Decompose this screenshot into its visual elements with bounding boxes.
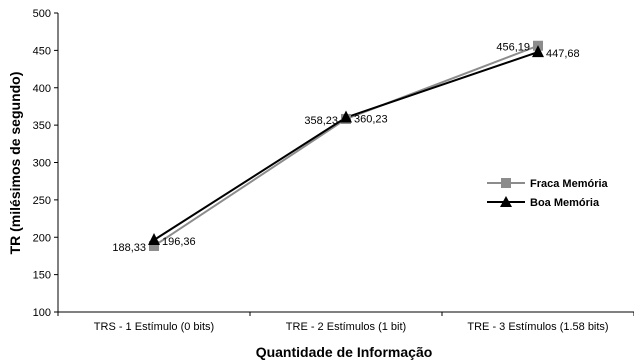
y-tick-label: 500 <box>33 8 51 20</box>
y-tick-labels: 100 150 200 250 300 350 400 450 500 <box>33 8 51 319</box>
data-point-triangle <box>340 110 352 123</box>
data-point-square <box>149 240 159 251</box>
y-tick-label: 300 <box>33 158 51 170</box>
y-tick-label: 250 <box>33 195 51 207</box>
legend-item-fraca: Fraca Memória <box>487 178 609 190</box>
series-line-boa <box>153 51 539 241</box>
x-tick-label: TRS - 1 Estímulo (0 bits) <box>94 321 214 333</box>
y-tick-label: 350 <box>33 120 51 132</box>
x-tick-label: TRE - 2 Estímulos (1 bit) <box>286 321 406 333</box>
y-tick-label: 200 <box>33 232 51 244</box>
y-tick-label: 400 <box>33 83 51 95</box>
data-point-triangle <box>148 232 160 245</box>
series-line-fraca <box>153 44 539 247</box>
y-tick-label: 150 <box>33 270 51 282</box>
data-label: 360,23 <box>354 113 388 125</box>
x-axis-title: Quantidade de Informação <box>256 344 433 360</box>
series-lines <box>148 40 544 251</box>
legend-label-boa: Boa Memória <box>530 197 600 209</box>
data-point-triangle <box>532 45 544 58</box>
y-axis-title: TR (milésimos de segundo) <box>7 72 23 255</box>
legend: Fraca Memória Boa Memória <box>487 178 609 209</box>
y-tick-label: 100 <box>33 307 51 319</box>
legend-item-boa: Boa Memória <box>487 196 600 209</box>
data-label: 447,68 <box>546 48 580 60</box>
x-tick-labels: TRS - 1 Estímulo (0 bits) TRE - 2 Estímul… <box>94 321 609 333</box>
x-tick-label: TRE - 3 Estímulos (1.58 bits) <box>467 321 608 333</box>
y-tick-label: 450 <box>33 45 51 57</box>
legend-label-fraca: Fraca Memória <box>530 178 609 190</box>
data-label: 188,33 <box>112 242 146 254</box>
axes <box>54 12 634 316</box>
data-label: 456,19 <box>496 42 530 54</box>
data-label: 196,36 <box>162 236 196 248</box>
legend-marker-square <box>501 178 511 188</box>
legend-marker-triangle <box>500 196 512 207</box>
data-labels: 188,33 358,23 456,19 196,36 360,23 447,68 <box>112 42 579 254</box>
data-label: 358,23 <box>304 115 338 127</box>
